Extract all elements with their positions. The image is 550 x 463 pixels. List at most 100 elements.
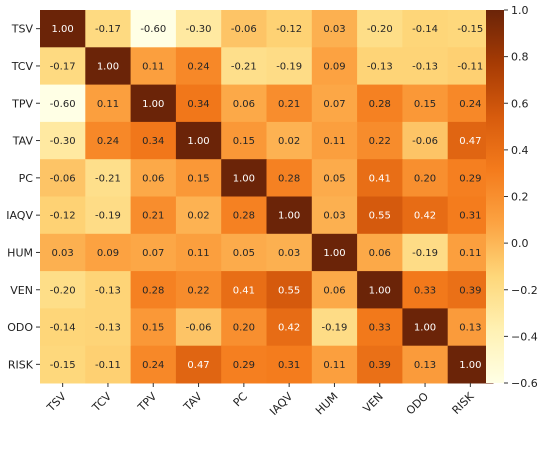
- cell-value-label: 0.07: [142, 248, 164, 259]
- cell-value-label: 0.03: [323, 211, 345, 222]
- cell-value-label: 0.20: [233, 323, 255, 334]
- heatmap-cell: [357, 233, 403, 272]
- cell-value-label: -0.60: [140, 24, 166, 35]
- heatmap-cell: [447, 196, 494, 235]
- column-label: TAV: [180, 390, 205, 415]
- cell-value-label: -0.13: [95, 285, 121, 296]
- heatmap-cell: [40, 196, 86, 235]
- heatmap-cell: [357, 84, 403, 123]
- cell-value-label: 0.06: [142, 173, 164, 184]
- cell-value-label: 0.15: [233, 136, 255, 147]
- column-labels: TSV TCV TPV TAV PC IAQV HUM VEN ODO RISK: [44, 383, 477, 418]
- cell-value-label: 0.41: [369, 173, 391, 184]
- heatmap-cell: [130, 308, 177, 347]
- cell-value-label: 0.29: [233, 360, 255, 371]
- cell-value-label: -0.19: [322, 323, 348, 334]
- heatmap-cell: [175, 345, 222, 384]
- cell-value-label: 0.13: [459, 323, 481, 334]
- cell-value-label: -0.13: [412, 61, 438, 72]
- heatmap-cell: [357, 159, 403, 197]
- cell-value-label: -0.21: [231, 61, 257, 72]
- column-label: TPV: [135, 390, 160, 415]
- heatmap-cell: [221, 271, 267, 309]
- heatmap-cell: [266, 345, 313, 384]
- heatmap-cell: [175, 159, 222, 197]
- colorbar-tick-label: −0.6: [511, 377, 538, 390]
- heatmap-cell: [40, 121, 86, 160]
- column-label: VEN: [361, 390, 386, 415]
- heatmap-cell: [447, 271, 494, 309]
- heatmap-cell: [357, 47, 403, 86]
- cell-value-label: 0.28: [278, 173, 300, 184]
- heatmap-cell: [447, 308, 494, 347]
- heatmap-cell: [130, 47, 177, 86]
- heatmap-cell: [130, 345, 177, 384]
- heatmap-cell: [266, 308, 313, 347]
- cell-value-label: 0.02: [187, 211, 209, 222]
- cell-value-label: 0.11: [187, 248, 209, 259]
- row-label: TAV: [12, 135, 34, 148]
- cell-value-label: 0.39: [459, 285, 481, 296]
- heatmap-cell: [447, 159, 494, 197]
- cell-value-label: -0.11: [95, 360, 121, 371]
- cell-value-label: 0.15: [142, 323, 164, 334]
- heatmap-cell: [357, 196, 403, 235]
- cell-value-label: 0.47: [459, 136, 481, 147]
- heatmap-cell: [266, 84, 313, 123]
- heatmap-cell: [266, 121, 313, 160]
- heatmap-cell: [40, 233, 86, 272]
- heatmap-cell: [221, 196, 267, 235]
- heatmap-cell: [357, 271, 403, 309]
- heatmap-cell: [175, 271, 222, 309]
- cell-value-label: -0.12: [276, 24, 302, 35]
- cell-value-label: -0.15: [50, 360, 76, 371]
- heatmap-cell: [221, 159, 267, 197]
- heatmap-cell: [40, 159, 86, 197]
- heatmap-cell: [221, 345, 267, 384]
- heatmap-cell: [130, 271, 177, 309]
- cell-value-label: -0.11: [457, 61, 483, 72]
- cell-value-label: 1.00: [187, 136, 209, 147]
- heatmap-cells: 1.00 -0.17 -0.60 -0.30 -0.06 -0.12 0.03 -0.20 -0…: [40, 10, 494, 384]
- heatmap-cell: [402, 345, 449, 384]
- colorbar-tick-label: 0.8: [511, 51, 529, 64]
- heatmap-cell: [402, 47, 449, 86]
- heatmap-cell: [447, 84, 494, 123]
- heatmap-cell: [85, 196, 132, 235]
- row-label: HUM: [7, 246, 33, 259]
- cell-value-label: 0.24: [459, 99, 481, 110]
- cell-value-label: 1.00: [97, 61, 119, 72]
- heatmap-cell: [447, 121, 494, 160]
- cell-value-label: 0.06: [323, 285, 345, 296]
- cell-value-label: -0.17: [50, 61, 76, 72]
- cell-value-label: 0.21: [278, 99, 300, 110]
- cell-value-label: 0.22: [187, 285, 209, 296]
- heatmap-cell: [40, 84, 86, 123]
- cell-value-label: 0.39: [369, 360, 391, 371]
- cell-value-label: 0.03: [52, 248, 74, 259]
- cell-value-label: 0.24: [97, 136, 119, 147]
- heatmap-cell: [266, 159, 313, 197]
- cell-value-label: 0.55: [278, 285, 300, 296]
- row-label: IAQV: [6, 209, 33, 222]
- row-label: RISK: [8, 358, 34, 371]
- colorbar-tick-label: −0.4: [511, 330, 538, 343]
- row-labels: TSV TCV TPV TAV PC IAQV HUM VEN ODO RISK: [6, 23, 40, 371]
- cell-value-label: -0.30: [50, 136, 76, 147]
- heatmap-cell: [40, 47, 86, 86]
- cell-value-label: -0.06: [412, 136, 438, 147]
- cell-value-label: 0.02: [278, 136, 300, 147]
- heatmap-cell: [175, 84, 222, 123]
- cell-value-label: -0.19: [412, 248, 438, 259]
- heatmap-cell: [357, 10, 403, 48]
- heatmap-cell: [130, 10, 177, 48]
- heatmap-cell: [175, 308, 222, 347]
- heatmap-cell: [221, 308, 267, 347]
- heatmap-cell: [447, 233, 494, 272]
- cell-value-label: -0.60: [50, 99, 76, 110]
- heatmap-cell: [357, 345, 403, 384]
- cell-value-label: 0.15: [414, 99, 436, 110]
- cell-value-label: -0.15: [457, 24, 483, 35]
- cell-value-label: 0.42: [278, 323, 300, 334]
- cell-value-label: 0.03: [278, 248, 300, 259]
